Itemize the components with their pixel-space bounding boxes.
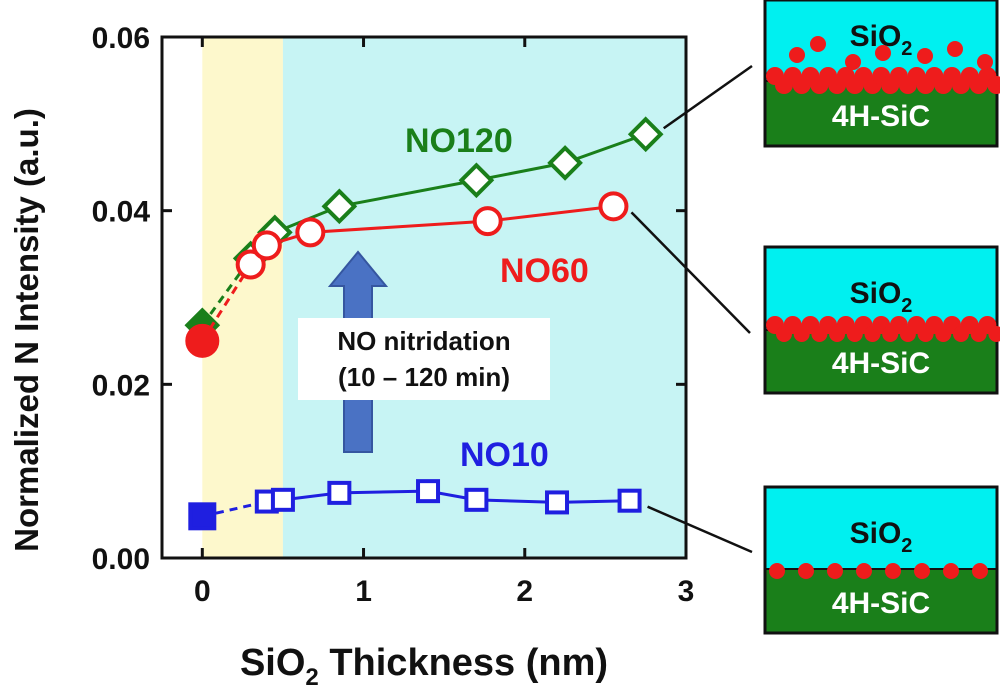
data-point bbox=[472, 206, 503, 237]
x-axis-label: SiO2 Thickness (nm) bbox=[240, 642, 608, 691]
oxide-label-sub: 2 bbox=[901, 535, 912, 557]
substrate-label: 4H-SiC bbox=[832, 347, 930, 380]
substrate-label: 4H-SiC bbox=[832, 587, 930, 620]
inset-2: SiO2 4H-SiC bbox=[763, 485, 999, 635]
data-point bbox=[464, 487, 489, 512]
oxide-label: SiO2 bbox=[850, 20, 913, 60]
data-point-filled bbox=[185, 323, 220, 358]
atom bbox=[972, 563, 988, 579]
atom bbox=[875, 45, 891, 61]
oxide-label: SiO2 bbox=[850, 517, 913, 557]
annotation-box bbox=[298, 318, 550, 400]
oxide-label-sub: 2 bbox=[901, 38, 912, 60]
annotation-line-1: NO nitridation bbox=[337, 326, 510, 356]
inset-frame bbox=[763, 245, 999, 395]
inset-1: SiO2 4H-SiC bbox=[763, 245, 1000, 395]
atom bbox=[885, 563, 901, 579]
x-axis-label-sub: 2 bbox=[305, 664, 318, 691]
substrate-layer bbox=[765, 569, 997, 633]
atom bbox=[845, 54, 861, 70]
data-point bbox=[235, 249, 266, 280]
x-axis-label-rest: Thickness (nm) bbox=[319, 642, 608, 684]
atom bbox=[856, 563, 872, 579]
data-point bbox=[617, 488, 642, 513]
x-axis-label-main: SiO bbox=[240, 642, 305, 684]
oxide-label-main: SiO bbox=[850, 20, 902, 53]
y-tick-label: 0.02 bbox=[92, 369, 150, 402]
series-layer bbox=[184, 116, 664, 531]
inset-0: SiO2 4H-SiC bbox=[763, 0, 1000, 148]
leader-line bbox=[630, 211, 751, 334]
series-labels: NO120 NO60 NO10 bbox=[405, 122, 589, 474]
x-tick-label: 2 bbox=[516, 575, 533, 608]
series-no10 bbox=[188, 479, 642, 531]
data-point bbox=[598, 191, 629, 222]
data-point bbox=[458, 162, 495, 199]
x-tick-label: 3 bbox=[678, 575, 695, 608]
substrate-label: 4H-SiC bbox=[832, 100, 930, 133]
series-dashed-link bbox=[201, 500, 268, 518]
leader-line bbox=[662, 64, 753, 130]
leader-lines bbox=[630, 64, 753, 554]
y-tick-label: 0.04 bbox=[92, 196, 151, 229]
plot-frame bbox=[160, 35, 688, 560]
atom bbox=[987, 76, 1000, 94]
atom bbox=[810, 36, 826, 52]
data-point bbox=[327, 480, 352, 505]
atom bbox=[943, 563, 959, 579]
series-no60 bbox=[185, 191, 629, 358]
inset-frame bbox=[763, 485, 999, 635]
series-label-no120: NO120 bbox=[405, 122, 513, 160]
oxide-layer bbox=[765, 487, 997, 569]
data-point-filled bbox=[188, 502, 217, 531]
axes: 0 1 2 3 0.00 0.02 0.04 0.06 bbox=[92, 22, 695, 608]
data-point bbox=[627, 116, 664, 153]
y-axis-label: Normalized N Intensity (a.u.) bbox=[8, 108, 45, 552]
inset-frame bbox=[763, 0, 999, 148]
x-tick-label: 1 bbox=[355, 575, 372, 608]
atom bbox=[789, 47, 805, 63]
atom bbox=[947, 41, 963, 57]
data-point bbox=[547, 145, 583, 181]
oxide-label-sub: 2 bbox=[901, 295, 912, 317]
oxide-label-main: SiO bbox=[850, 277, 902, 310]
atom bbox=[917, 48, 933, 64]
atom bbox=[988, 326, 1000, 342]
atom bbox=[769, 563, 785, 579]
data-point bbox=[270, 487, 295, 512]
atom bbox=[827, 563, 843, 579]
series-label-no60: NO60 bbox=[500, 252, 589, 290]
atom bbox=[914, 563, 930, 579]
atom bbox=[977, 54, 993, 70]
series-label-no10: NO10 bbox=[460, 436, 549, 474]
x-tick-label: 0 bbox=[194, 575, 211, 608]
shaded-region-0 bbox=[202, 37, 283, 558]
y-tick-label: 0.00 bbox=[92, 543, 150, 576]
data-point bbox=[251, 230, 282, 261]
data-point bbox=[295, 217, 326, 248]
data-point bbox=[545, 490, 570, 515]
leader-line bbox=[647, 505, 753, 554]
oxide-label: SiO2 bbox=[850, 277, 913, 317]
oxide-label-main: SiO bbox=[850, 517, 902, 550]
data-point bbox=[321, 188, 358, 225]
plot-background bbox=[202, 37, 686, 558]
atom bbox=[798, 563, 814, 579]
annotation-line-2: (10 – 120 min) bbox=[338, 362, 510, 392]
data-point bbox=[416, 479, 441, 504]
nitridation-arrow: NO nitridation (10 – 120 min) bbox=[298, 250, 550, 453]
y-tick-label: 0.06 bbox=[92, 22, 150, 55]
